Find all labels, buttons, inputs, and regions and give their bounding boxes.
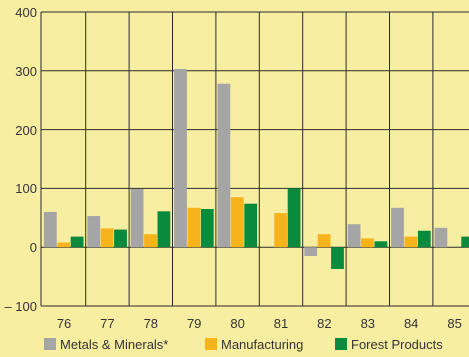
legend-label: Forest Products	[351, 337, 443, 352]
legend-swatch	[44, 338, 56, 350]
bar	[304, 247, 317, 256]
bar	[71, 237, 84, 248]
bar	[348, 224, 361, 247]
y-tick-label: 200	[15, 123, 37, 138]
bar	[391, 208, 404, 247]
bar	[87, 216, 100, 247]
x-tick-label: 79	[187, 316, 201, 331]
bar	[418, 231, 431, 247]
x-tick-label: 85	[447, 316, 461, 331]
bar	[144, 234, 157, 247]
y-tick-label: 300	[15, 64, 37, 79]
y-tick-label: – 100	[4, 299, 37, 314]
bar	[57, 242, 70, 247]
x-tick-label: 82	[317, 316, 331, 331]
bar	[188, 208, 201, 247]
bar	[274, 213, 287, 247]
x-axis: 76 77 78 79 80 81 82 83 84 85	[57, 316, 462, 331]
x-tick-label: 78	[144, 316, 158, 331]
bar	[131, 189, 144, 247]
legend-label: Metals & Minerals*	[60, 337, 168, 352]
bar	[375, 241, 388, 247]
bar	[405, 237, 418, 248]
x-tick-label: 76	[57, 316, 71, 331]
legend-swatch	[335, 338, 347, 350]
bar	[318, 234, 331, 247]
bar	[361, 238, 374, 247]
bar	[288, 188, 301, 247]
x-tick-label: 80	[230, 316, 244, 331]
y-axis: 400 300 200 100 0 – 100	[4, 5, 37, 314]
bar	[101, 228, 114, 247]
x-tick-label: 83	[361, 316, 375, 331]
y-tick-label: 400	[15, 5, 37, 20]
bar	[201, 209, 214, 247]
bar	[158, 211, 171, 247]
x-tick-label: 81	[274, 316, 288, 331]
bar	[331, 247, 344, 269]
bar	[218, 84, 231, 247]
bar	[461, 237, 469, 248]
legend-swatch	[205, 338, 217, 350]
legend: Metals & Minerals* Manufacturing Forest Pr…	[44, 337, 443, 352]
plot-area	[41, 12, 469, 306]
bar	[174, 69, 187, 247]
y-tick-label: 0	[30, 240, 37, 255]
y-tick-label: 100	[15, 181, 37, 196]
bar	[44, 212, 57, 247]
bar	[231, 197, 244, 247]
bar	[244, 204, 257, 248]
bar	[114, 230, 127, 248]
x-tick-label: 84	[404, 316, 418, 331]
legend-label: Manufacturing	[221, 337, 303, 352]
bar	[435, 228, 448, 247]
x-tick-label: 77	[100, 316, 114, 331]
